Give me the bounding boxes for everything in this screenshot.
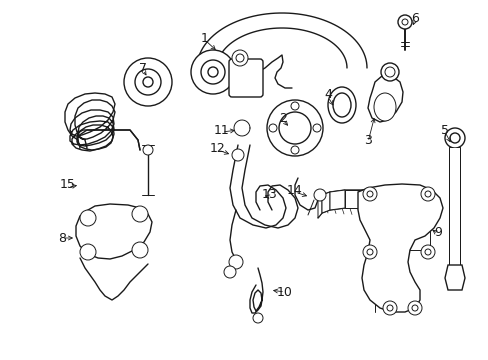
Text: 9: 9 xyxy=(433,225,441,238)
Text: 1: 1 xyxy=(201,31,208,45)
Circle shape xyxy=(80,210,96,226)
Ellipse shape xyxy=(395,205,407,225)
Circle shape xyxy=(236,54,244,62)
Circle shape xyxy=(444,128,464,148)
Circle shape xyxy=(132,206,148,222)
Circle shape xyxy=(135,69,161,95)
Text: 4: 4 xyxy=(324,89,331,102)
Circle shape xyxy=(420,187,434,201)
Circle shape xyxy=(290,102,298,110)
Text: 15: 15 xyxy=(60,179,76,192)
Polygon shape xyxy=(389,195,397,218)
Polygon shape xyxy=(357,184,442,312)
Circle shape xyxy=(384,67,394,77)
Polygon shape xyxy=(367,76,402,122)
Polygon shape xyxy=(321,192,329,213)
Circle shape xyxy=(407,301,421,315)
Circle shape xyxy=(362,245,376,259)
Text: 5: 5 xyxy=(440,123,448,136)
Circle shape xyxy=(401,19,407,25)
Text: 2: 2 xyxy=(279,112,286,125)
Text: 8: 8 xyxy=(58,231,66,244)
Circle shape xyxy=(228,255,243,269)
Circle shape xyxy=(252,313,263,323)
Circle shape xyxy=(312,124,320,132)
Circle shape xyxy=(382,301,396,315)
Text: 14: 14 xyxy=(286,184,302,197)
Ellipse shape xyxy=(327,87,355,123)
Circle shape xyxy=(231,149,244,161)
Text: 6: 6 xyxy=(410,12,418,24)
Circle shape xyxy=(313,189,325,201)
Circle shape xyxy=(420,245,434,259)
Circle shape xyxy=(142,77,153,87)
Polygon shape xyxy=(449,148,459,265)
Polygon shape xyxy=(444,265,464,290)
Circle shape xyxy=(386,305,392,311)
Circle shape xyxy=(362,187,376,201)
Polygon shape xyxy=(377,192,389,213)
Circle shape xyxy=(191,50,235,94)
Circle shape xyxy=(201,60,224,84)
Text: 13: 13 xyxy=(262,189,277,202)
Circle shape xyxy=(207,67,218,77)
Ellipse shape xyxy=(373,93,395,121)
Circle shape xyxy=(424,249,430,255)
Circle shape xyxy=(380,63,398,81)
Text: 12: 12 xyxy=(210,141,225,154)
Circle shape xyxy=(411,305,417,311)
Circle shape xyxy=(366,191,372,197)
Circle shape xyxy=(424,191,430,197)
FancyBboxPatch shape xyxy=(228,59,263,97)
Circle shape xyxy=(231,50,247,66)
Ellipse shape xyxy=(332,93,350,117)
Text: 10: 10 xyxy=(277,285,292,298)
Polygon shape xyxy=(317,195,321,218)
Polygon shape xyxy=(361,190,377,210)
Circle shape xyxy=(266,100,323,156)
Circle shape xyxy=(279,112,310,144)
Polygon shape xyxy=(76,204,152,259)
Polygon shape xyxy=(399,206,401,230)
Circle shape xyxy=(80,244,96,260)
Circle shape xyxy=(449,133,459,143)
Text: 11: 11 xyxy=(214,123,229,136)
Text: 3: 3 xyxy=(364,134,371,147)
Circle shape xyxy=(124,58,172,106)
Text: 7: 7 xyxy=(139,62,147,75)
Circle shape xyxy=(142,145,153,155)
Circle shape xyxy=(132,242,148,258)
Polygon shape xyxy=(345,190,361,208)
Polygon shape xyxy=(329,190,345,210)
Polygon shape xyxy=(397,200,401,224)
Circle shape xyxy=(366,249,372,255)
Circle shape xyxy=(224,266,236,278)
Circle shape xyxy=(290,146,298,154)
Circle shape xyxy=(268,124,276,132)
Circle shape xyxy=(397,15,411,29)
